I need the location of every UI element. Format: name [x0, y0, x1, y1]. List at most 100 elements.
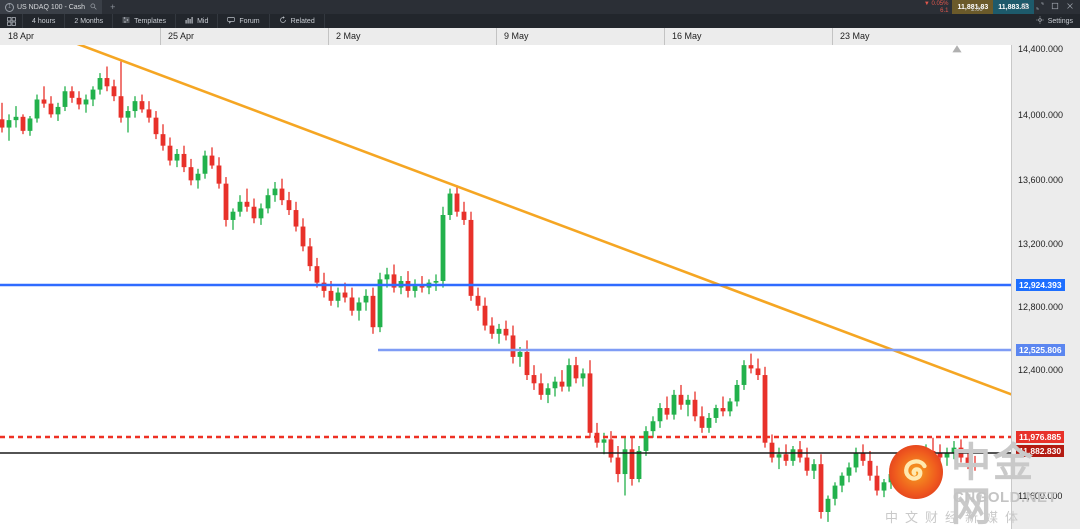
candlestick: [622, 437, 628, 496]
candlestick: [657, 403, 663, 428]
scroll-latest-icon[interactable]: [952, 40, 962, 53]
candlestick: [972, 455, 978, 471]
price-tag[interactable]: 12,924.393: [1016, 279, 1065, 291]
candlestick: [916, 452, 922, 470]
candlestick: [545, 383, 551, 404]
timeframe-button[interactable]: 4 hours: [22, 14, 64, 28]
candlestick: [230, 208, 236, 230]
price-axis-label: 14,400.000: [1018, 44, 1064, 54]
layout-grid-icon[interactable]: [0, 14, 22, 28]
candlestick: [426, 279, 432, 295]
candlestick: [83, 94, 89, 113]
candlestick: [76, 91, 82, 110]
candlestick: [881, 479, 887, 498]
candlestick: [0, 102, 5, 133]
templates-button[interactable]: Templates: [112, 14, 175, 28]
candlestick: [468, 211, 474, 301]
sliders-icon: [122, 16, 130, 26]
price-axis-label: 13,200.000: [1018, 239, 1064, 249]
price-axis-label: 13,600.000: [1018, 175, 1064, 185]
candlestick: [692, 391, 698, 422]
close-icon[interactable]: [1066, 2, 1074, 12]
candlestick: [209, 147, 215, 169]
settings-label: Settings: [1047, 17, 1073, 25]
candlestick: [965, 449, 971, 470]
search-icon[interactable]: [90, 3, 97, 12]
candlestick: [440, 206, 446, 288]
candlestick: [349, 287, 355, 316]
candlestick: [90, 86, 96, 107]
candlestick: [797, 441, 803, 463]
candlestick: [244, 188, 250, 212]
candlestick: [97, 73, 103, 95]
candlestick: [363, 289, 369, 311]
candlestick: [664, 396, 670, 420]
candlestick: [55, 102, 61, 121]
spread-value: 2.00: [971, 7, 983, 13]
candlestick: [139, 94, 145, 113]
candlestick: [496, 323, 502, 344]
candlestick: [461, 201, 467, 225]
candlestick: [748, 353, 754, 374]
candlestick: [377, 272, 383, 333]
related-button[interactable]: Related: [268, 14, 324, 28]
settings-button[interactable]: Settings: [1031, 14, 1078, 28]
candlestick-svg: [0, 45, 1012, 522]
timeframe-label: 4 hours: [32, 17, 56, 25]
tab-label: US NDAQ 100 - Cash: [17, 3, 86, 11]
candlestick: [307, 238, 313, 272]
candlestick: [48, 96, 54, 118]
candlestick: [272, 182, 278, 202]
gear-icon: [1036, 16, 1044, 26]
candlestick: [13, 106, 19, 128]
chart-plot-area[interactable]: [0, 45, 1012, 529]
mid-button[interactable]: Mid: [175, 14, 217, 28]
price-tag[interactable]: 11,882.830: [1016, 445, 1065, 457]
change-points: 6.1: [940, 7, 949, 14]
candlestick: [615, 446, 621, 483]
candlestick: [573, 356, 579, 384]
candlestick: [531, 365, 537, 390]
candlestick: [153, 111, 159, 140]
tab-us-ndaq-100[interactable]: 1 US NDAQ 100 - Cash: [0, 0, 103, 14]
price-tag[interactable]: 12,525.806: [1016, 344, 1065, 356]
candlestick: [776, 447, 782, 470]
candlestick: [300, 218, 306, 252]
menu-icon[interactable]: [1021, 2, 1029, 12]
candlestick: [790, 446, 796, 466]
candlestick: [118, 61, 124, 123]
time-axis-label: 2 May: [336, 31, 361, 41]
restore-icon[interactable]: [1036, 2, 1044, 12]
candlestick: [944, 447, 950, 466]
candlestick: [510, 325, 516, 364]
candlestick: [265, 188, 271, 214]
candlestick: [482, 297, 488, 331]
candlestick: [125, 106, 131, 133]
time-axis-label: 25 Apr: [168, 31, 195, 41]
range-label: 2 Months: [74, 17, 104, 25]
candlestick: [433, 274, 439, 291]
time-axis-separator: [328, 28, 329, 45]
candlestick: [475, 287, 481, 311]
candlestick: [888, 470, 894, 489]
time-axis-separator: [664, 28, 665, 45]
tab-index-badge: 1: [5, 2, 14, 12]
candlestick: [958, 439, 964, 463]
price-axis[interactable]: 14,400.000 14,000.000 13,600.000 13,200.000…: [1011, 44, 1080, 529]
candlestick: [552, 376, 558, 397]
price-tag[interactable]: 11,976.885: [1016, 431, 1065, 443]
maximize-icon[interactable]: [1051, 2, 1059, 12]
time-axis[interactable]: 18 Apr 25 Apr 2 May 9 May 16 May 23 May: [0, 28, 1080, 46]
add-tab-button[interactable]: +: [110, 2, 116, 12]
candlestick: [846, 462, 852, 483]
candlestick: [678, 384, 684, 410]
bid-price[interactable]: 11,881.83: [952, 0, 994, 14]
candlestick: [853, 447, 859, 473]
forum-button[interactable]: Forum: [217, 14, 268, 28]
range-button[interactable]: 2 Months: [64, 14, 112, 28]
candlestick: [587, 360, 593, 438]
chat-icon: [227, 16, 236, 26]
resistance-trendline[interactable]: [75, 45, 1012, 397]
candlestick: [20, 114, 26, 135]
